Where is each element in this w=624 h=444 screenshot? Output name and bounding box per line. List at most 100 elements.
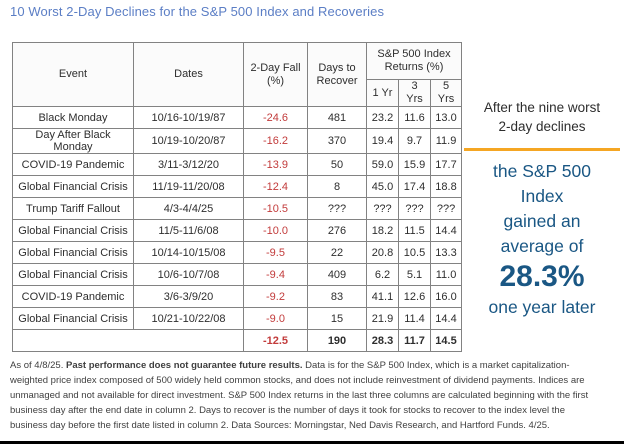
cell-dates: 3/6-3/9/20 (133, 285, 244, 308)
cell-return-3yr: 12.6 (398, 285, 431, 308)
cell-2day-fall: -13.9 (243, 153, 308, 176)
table-row: COVID-19 Pandemic 3/6-3/9/20 -9.2 83 41.… (12, 285, 463, 308)
declines-table-wrap: Event Dates 2-Day Fall (%) Days to Recov… (12, 42, 463, 352)
cell-2day-fall: -24.6 (243, 106, 308, 129)
table-body: Black Monday 10/16-10/19/87 -24.6 481 23… (12, 106, 463, 330)
cell-2day-fall: -9.0 (243, 307, 308, 330)
cell-days-to-recover: 276 (307, 219, 367, 242)
cell-return-1yr: 19.4 (366, 128, 399, 154)
cell-event: COVID-19 Pandemic (12, 285, 134, 308)
cell-days-to-recover: 83 (307, 285, 367, 308)
cell-2day-fall: -9.5 (243, 241, 308, 264)
cell-event: Global Financial Crisis (12, 175, 134, 198)
cell-average-1yr: 28.3 (366, 329, 399, 352)
col-header-1yr: 1 Yr (366, 79, 399, 107)
footnote-bold-disclaimer: Past performance does not guarantee futu… (65, 359, 303, 371)
cell-return-5yr: 11.9 (429, 128, 463, 154)
cell-average-3yr: 11.7 (398, 329, 431, 352)
cell-return-3yr: 9.7 (398, 128, 431, 154)
cell-return-1yr: 21.9 (366, 307, 399, 330)
cell-return-3yr: 11.4 (398, 307, 431, 330)
cell-days-to-recover: 409 (307, 263, 367, 286)
table-row: Global Financial Crisis 10/14-10/15/08 -… (12, 241, 463, 264)
cell-return-1yr: ??? (366, 197, 399, 220)
cell-return-1yr: 45.0 (366, 175, 399, 198)
cell-return-5yr: 13.3 (429, 241, 463, 264)
col-header-dates: Dates (133, 42, 244, 107)
cell-dates: 11/5-11/6/08 (133, 219, 244, 242)
cell-return-5yr: 13.0 (429, 106, 463, 129)
cell-event: Global Financial Crisis (12, 263, 134, 286)
average-row: -12.5 190 28.3 11.7 14.5 (12, 329, 463, 352)
callout-blue-line3: gained an (503, 211, 581, 231)
header-row-sub: 1 Yr 3 Yrs 5 Yrs (13, 79, 463, 107)
col-header-3yrs: 3 Yrs (398, 79, 431, 107)
cell-return-5yr: 14.4 (429, 307, 463, 330)
table-row: Day After Black Monday 10/19-10/20/87 -1… (12, 128, 463, 154)
page-title: 10 Worst 2-Day Declines for the S&P 500 … (10, 4, 385, 19)
table-row: Global Financial Crisis 10/21-10/22/08 -… (12, 307, 463, 330)
declines-table: Event Dates 2-Day Fall (%) Days to Recov… (12, 42, 463, 352)
cell-dates: 11/19-11/20/08 (133, 175, 244, 198)
cell-return-5yr: 18.8 (429, 175, 463, 198)
callout-blue-line2: Index (520, 186, 564, 206)
table-row: Global Financial Crisis 11/5-11/6/08 -10… (12, 219, 463, 242)
cell-return-3yr: ??? (398, 197, 431, 220)
cell-event: Global Financial Crisis (12, 219, 134, 242)
bottom-border-bar (0, 441, 624, 444)
cell-return-3yr: 11.6 (398, 106, 431, 129)
cell-average-5yr: 14.5 (429, 329, 463, 352)
cell-dates: 10/14-10/15/08 (133, 241, 244, 264)
col-header-returns-group: S&P 500 Index Returns (%) (365, 42, 463, 80)
cell-dates: 3/11-3/12/20 (133, 153, 244, 176)
cell-event: Global Financial Crisis (12, 241, 134, 264)
header-row-top: Event Dates 2-Day Fall (%) Days to Recov… (12, 42, 463, 107)
cell-return-1yr: 59.0 (366, 153, 399, 176)
table-row: Global Financial Crisis 10/6-10/7/08 -9.… (12, 263, 463, 286)
cell-return-3yr: 5.1 (398, 263, 431, 286)
callout-intro-line1: After the nine worst (483, 100, 601, 115)
col-header-event: Event (12, 42, 134, 107)
cell-days-to-recover: 370 (307, 128, 367, 154)
callout-tail: one year later (488, 297, 596, 317)
cell-2day-fall: -16.2 (243, 128, 308, 154)
table-row: COVID-19 Pandemic 3/11-3/12/20 -13.9 50 … (12, 153, 463, 176)
callout-panel: After the nine worst 2-day declines the … (464, 98, 620, 320)
cell-dates: 10/6-10/7/08 (133, 263, 244, 286)
cell-return-3yr: 15.9 (398, 153, 431, 176)
cell-dates: 10/21-10/22/08 (133, 307, 244, 330)
cell-return-5yr: 16.0 (429, 285, 463, 308)
cell-event: COVID-19 Pandemic (12, 153, 134, 176)
table-row: Trump Tariff Fallout 4/3-4/4/25 -10.5 ??… (12, 197, 463, 220)
cell-2day-fall: -9.4 (243, 263, 308, 286)
cell-event: Global Financial Crisis (12, 307, 134, 330)
callout-intro-line2: 2-day declines (498, 119, 586, 134)
cell-event: Black Monday (12, 106, 134, 129)
callout-stat: 28.3% (499, 260, 585, 293)
cell-average-recover: 190 (307, 329, 367, 352)
cell-return-5yr: 14.4 (429, 219, 463, 242)
cell-return-3yr: 10.5 (398, 241, 431, 264)
cell-dates: 10/19-10/20/87 (133, 128, 244, 154)
cell-days-to-recover: 8 (307, 175, 367, 198)
cell-return-1yr: 41.1 (366, 285, 399, 308)
callout-blue-line1: the S&P 500 (493, 161, 591, 181)
cell-return-1yr: 20.8 (366, 241, 399, 264)
cell-days-to-recover: 15 (307, 307, 367, 330)
cell-days-to-recover: ??? (307, 197, 367, 220)
cell-2day-fall: -12.4 (243, 175, 308, 198)
callout-divider (464, 148, 620, 151)
cell-dates: 10/16-10/19/87 (133, 106, 244, 129)
cell-return-1yr: 23.2 (366, 106, 399, 129)
cell-2day-fall: -9.2 (243, 285, 308, 308)
footnote: As of 4/8/25. Past performance does not … (10, 358, 604, 433)
cell-event: Day After Black Monday (12, 128, 134, 154)
cell-return-3yr: 11.5 (398, 219, 431, 242)
table-row: Global Financial Crisis 11/19-11/20/08 -… (12, 175, 463, 198)
col-header-days-to-recover: Days to Recover (307, 42, 367, 107)
cell-return-5yr: 11.0 (429, 263, 463, 286)
cell-days-to-recover: 50 (307, 153, 367, 176)
cell-return-5yr: ??? (429, 197, 463, 220)
cell-dates: 4/3-4/4/25 (133, 197, 244, 220)
